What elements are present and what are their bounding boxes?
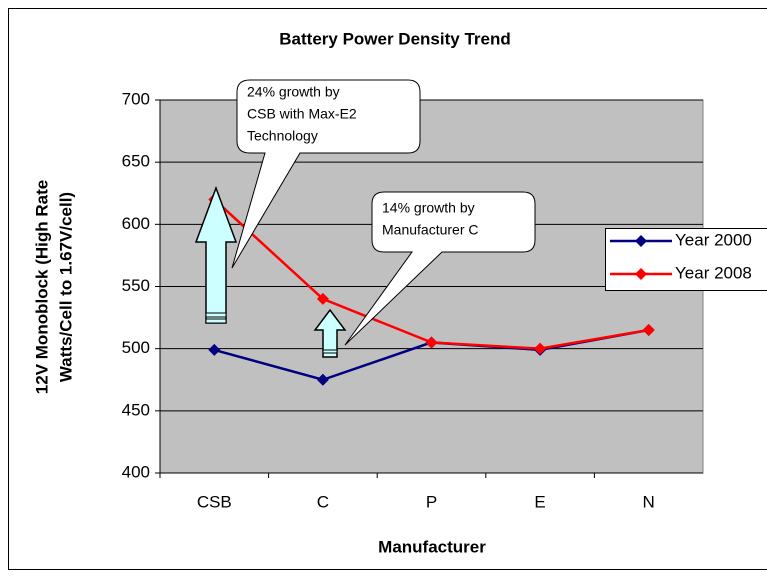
data-point (208, 343, 221, 356)
y-axis-label: 12V Monoblock (High Rate Watts/Cell to 1… (32, 180, 75, 394)
legend-box (605, 228, 767, 291)
chart-title: Battery Power Density Trend (279, 29, 510, 48)
x-tick-label: E (534, 492, 545, 511)
x-tick-label: N (643, 492, 655, 511)
arrow-stripe (205, 318, 227, 324)
data-point (316, 373, 329, 386)
x-tick-label: C (317, 492, 329, 511)
data-point (425, 336, 438, 349)
arrow-stripe (205, 312, 227, 318)
y-tick-label: 600 (122, 214, 150, 233)
x-axis-label: Manufacturer (378, 537, 486, 556)
annotation-text: Manufacturer C (382, 222, 478, 238)
data-point (534, 342, 547, 355)
annotation-text: 14% growth by (382, 200, 475, 216)
arrow-stripe (322, 349, 338, 354)
annotation-text: 24% growth by (247, 84, 340, 100)
y-tick-label: 450 (122, 400, 150, 419)
y-tick-label: 550 (122, 276, 150, 295)
data-point (642, 324, 655, 337)
x-tick-label: CSB (197, 492, 232, 511)
y-tick-label: 650 (122, 152, 150, 171)
y-axis-label-line: 12V Monoblock (High Rate (32, 180, 51, 394)
y-tick-label: 700 (122, 89, 150, 108)
y-axis-label-line: Watts/Cell to 1.67V/cell) (56, 192, 75, 382)
y-tick-label: 500 (122, 338, 150, 357)
annotations: 24% growth by CSB with Max-E2 Technology 14… (247, 84, 478, 238)
legend-label: Year 2008 (675, 263, 752, 282)
annotation-text: CSB with Max-E2 (247, 106, 357, 122)
legend-label: Year 2000 (675, 230, 752, 249)
data-point (316, 292, 329, 305)
callout (344, 191, 536, 346)
legend-marker (635, 268, 647, 280)
legend: Year 2000 Year 2008 (605, 228, 767, 291)
x-tick-label: P (426, 492, 437, 511)
growth-arrow (194, 185, 238, 324)
callout (231, 79, 421, 269)
legend-marker (635, 235, 647, 247)
y-tick-label: 400 (122, 462, 150, 481)
annotation-text: Technology (247, 128, 318, 144)
